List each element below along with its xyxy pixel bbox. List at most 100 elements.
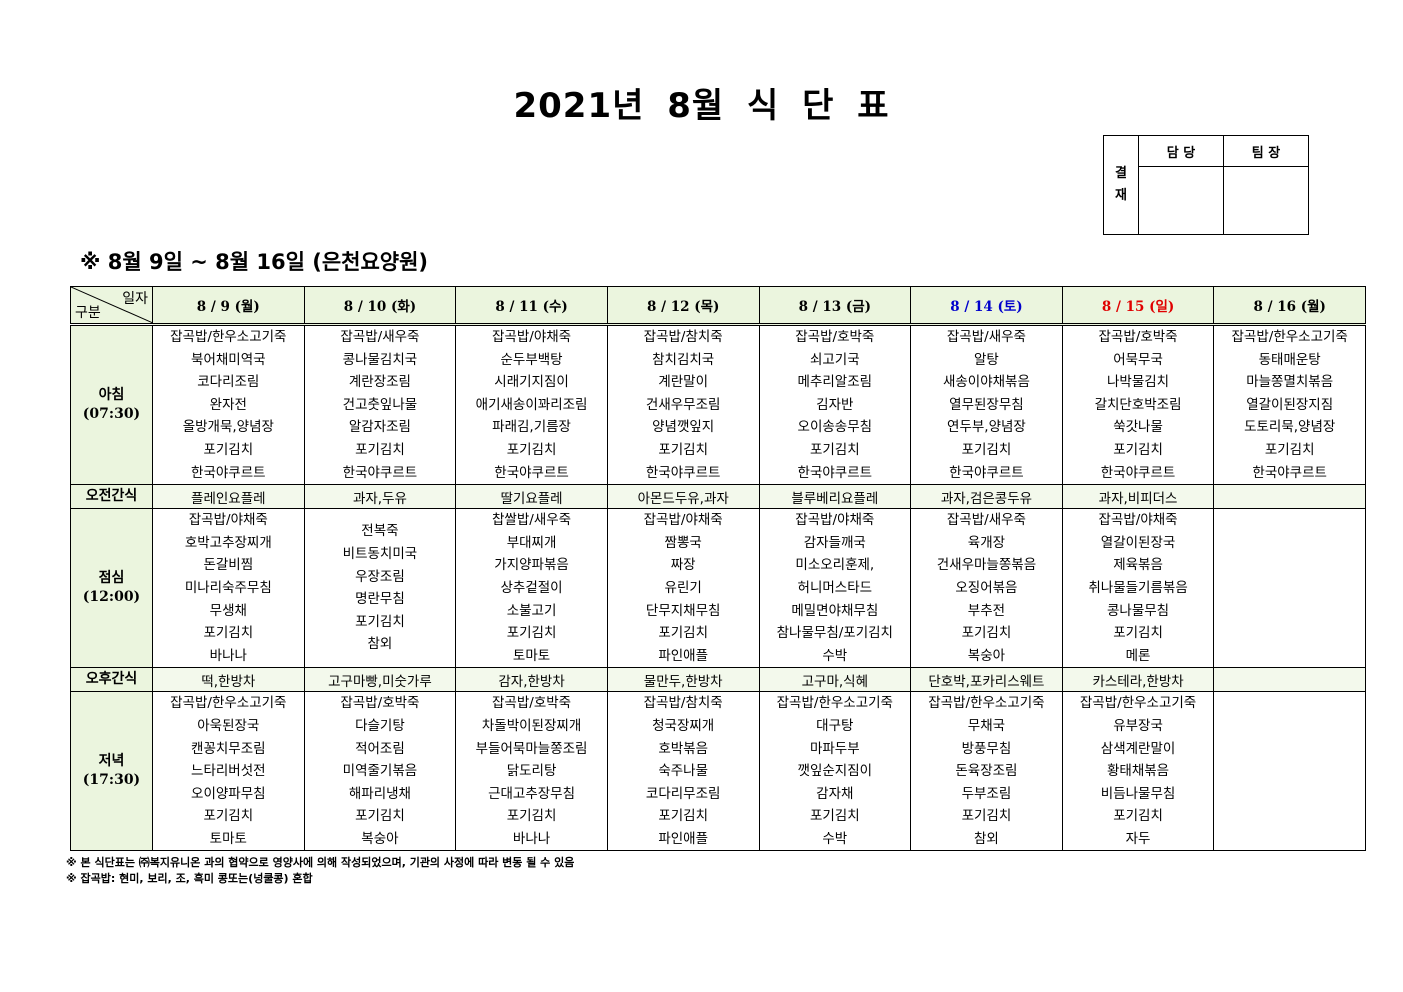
menu-item: 상추겉절이 (500, 579, 563, 596)
approval-sign-staff[interactable] (1138, 166, 1224, 235)
menu-item: 잡곡밥/새우죽 (340, 329, 420, 345)
menu-item: 포기김치 (658, 625, 709, 642)
snack-cell: 과자,비피더스 (1061, 484, 1215, 510)
menu-item: 포기김치 (1113, 625, 1163, 642)
snack-cell: 고구마,식혜 (758, 667, 912, 693)
menu-item: 한국야쿠르트 (342, 464, 418, 481)
menu-item: 단무지채무침 (645, 602, 721, 619)
menu-item: 호박고추장찌개 (184, 534, 272, 551)
menu-item: 청국장찌개 (652, 717, 715, 734)
menu-item: 자두 (1125, 830, 1151, 847)
menu-item: 갈치단호박조림 (1094, 396, 1182, 413)
menu-item: 참외 (974, 830, 999, 847)
snack-cell: 카스테라,한방차 (1061, 667, 1215, 693)
menu-item: 유부장국 (1113, 717, 1163, 734)
menu-item: 바나나 (209, 647, 247, 664)
menu-item: 김자반 (816, 396, 854, 413)
meal-cell: 잡곡밥/호박죽 다슬기탕 적어조림 미역줄기볶음 해파리냉채 포기김치 복숭아 (303, 691, 457, 852)
day-header: 8 / 11 (수) (455, 286, 608, 326)
period-subtitle: ※ 8월 9일 ~ 8월 16일 (은천요양원) (80, 250, 429, 274)
menu-item: 포기김치 (658, 441, 709, 458)
menu-item: 포기김치 (506, 441, 557, 458)
menu-item: 코다리무조림 (645, 785, 721, 802)
corner-date-label: 일자 (122, 291, 148, 307)
menu-item: 완자전 (209, 396, 247, 413)
menu-item: 해파리냉채 (348, 785, 411, 802)
corner-category-label: 구분 (75, 305, 101, 321)
menu-item: 열갈이된장지짐 (1246, 396, 1334, 413)
menu-item: 포기김치 (203, 808, 254, 825)
menu-item: 연두부,양념장 (947, 419, 1026, 436)
day-header: 8 / 16 (월) (1213, 286, 1366, 326)
menu-item: 포기김치 (355, 808, 405, 825)
menu-item: 캔꽁치무조림 (191, 740, 266, 757)
menu-item: 참치김치국 (652, 351, 715, 368)
meal-name: 점심 (98, 570, 125, 587)
menu-item: 제육볶음 (1113, 557, 1163, 574)
meal-cell: 잡곡밥/야채죽 열갈이된장국 제육볶음 취나물들기름볶음 콩나물무침 포기김치 메론 (1061, 508, 1215, 669)
menu-item: 콩나물무침 (1107, 602, 1170, 619)
menu-item: 잡곡밥/참치죽 (643, 695, 723, 712)
menu-item: 돈육장조림 (955, 763, 1018, 780)
menu-item: 한국야쿠르트 (1252, 464, 1327, 481)
snack-cell: 아몬드두유,과자 (606, 484, 760, 510)
meal-name: 저녁 (98, 753, 125, 770)
menu-item: 복숭아 (361, 830, 399, 847)
row-label: 아침 (07:30) (70, 323, 153, 486)
menu-item: 잡곡밥/한우소고기죽 (170, 695, 287, 712)
menu-item: 건새우무조림 (645, 396, 721, 413)
menu-item: 애기새송이꽈리조림 (475, 396, 588, 413)
meal-cell: 잡곡밥/한우소고기죽 대구탕 마파두부 깻잎순지짐이 감자채 포기김치 수박 (758, 691, 912, 852)
menu-item: 가지양파볶음 (494, 557, 569, 574)
menu-item: 쇠고기국 (809, 351, 860, 368)
menu-item: 잡곡밥/야채죽 (1098, 512, 1178, 529)
menu-item: 포기김치 (961, 808, 1012, 825)
meal-row: 저녁 (17:30) 잡곡밥/한우소고기죽 아욱된장국 캔꽁치무조림 느타리버섯전 오이양파… (70, 691, 1366, 852)
menu-item: 포기김치 (658, 808, 709, 825)
menu-item: 잡곡밥/야채죽 (643, 512, 723, 529)
meal-table: 일자 구분 8 / 9 (월) 8 / 10 (화) 8 / 11 (수) 8 / 12 … (70, 286, 1366, 852)
menu-item: 열무된장무침 (949, 396, 1024, 413)
menu-item: 잡곡밥/참치죽 (643, 329, 723, 345)
menu-item: 잡곡밥/한우소고기죽 (1079, 695, 1197, 712)
menu-item: 포기김치 (203, 625, 254, 642)
meal-cell: 잡곡밥/참치죽 참치김치국 계란말이 건새우무조림 양념깻잎지 포기김치 한국야쿠르트 (606, 323, 760, 486)
meal-row: 아침 (07:30) 잡곡밥/한우소고기죽 북어채미역국 코다리조림 완자전 올방개묵,양념… (70, 323, 1366, 486)
menu-item: 포기김치 (1264, 441, 1315, 458)
header-row: 일자 구분 8 / 9 (월) 8 / 10 (화) 8 / 11 (수) 8 / 12 … (70, 286, 1366, 326)
approval-sign-team-lead[interactable] (1223, 166, 1309, 235)
meal-cell (1213, 691, 1366, 852)
menu-item: 메밀면야채무침 (791, 602, 879, 619)
day-header: 8 / 13 (금) (758, 286, 912, 326)
menu-item: 콩나물김치국 (342, 351, 418, 368)
menu-item: 잡곡밥/야채죽 (795, 512, 875, 529)
menu-item: 돈갈비찜 (203, 557, 254, 574)
menu-item: 숙주나물 (658, 763, 709, 780)
menu-item: 비듬나물무침 (1100, 785, 1176, 802)
meal-cell: 찹쌀밥/새우죽 부대찌개 가지양파볶음 상추겉절이 소불고기 포기김치 토마토 (455, 508, 608, 669)
menu-item: 부대찌개 (506, 534, 557, 551)
menu-item: 감자들깨국 (803, 534, 866, 551)
row-label: 저녁 (17:30) (70, 691, 153, 852)
menu-item: 포기김치 (203, 441, 254, 458)
menu-item: 포기김치 (961, 625, 1012, 642)
menu-item: 한국야쿠르트 (1100, 464, 1176, 481)
approval-col-staff: 담 당 (1138, 135, 1224, 167)
menu-item: 건새우마늘쫑볶음 (936, 557, 1037, 574)
snack-row: 오전간식 플레인요플레 과자,두유 딸기요플레 아몬드두유,과자 블루베리요플레 과자,검은… (70, 484, 1366, 510)
menu-item: 올방개묵,양념장 (182, 419, 274, 436)
menu-item: 찹쌀밥/새우죽 (492, 512, 572, 529)
snack-cell: 감자,한방차 (455, 667, 608, 693)
menu-item: 참외 (367, 636, 393, 653)
menu-item: 코다리조림 (197, 374, 260, 391)
meal-cell: 잡곡밥/한우소고기죽 북어채미역국 코다리조림 완자전 올방개묵,양념장 포기김치 한국야쿠… (152, 323, 305, 486)
menu-item: 오징어볶음 (955, 579, 1018, 596)
menu-item: 복숭아 (967, 647, 1006, 664)
menu-item: 전복죽 (361, 523, 399, 540)
menu-item: 새송이야채볶음 (942, 374, 1030, 391)
menu-item: 한국야쿠르트 (645, 464, 721, 481)
day-header: 8 / 15 (일) (1061, 286, 1215, 326)
menu-item: 잡곡밥/호박죽 (795, 329, 875, 345)
meal-cell: 전복죽 비트동치미국 우장조림 명란무침 포기김치 참외 (303, 508, 457, 669)
meal-row: 점심 (12:00) 잡곡밥/야채죽 호박고추장찌개 돈갈비찜 미나리숙주무침 무생채 포기김… (70, 508, 1366, 669)
